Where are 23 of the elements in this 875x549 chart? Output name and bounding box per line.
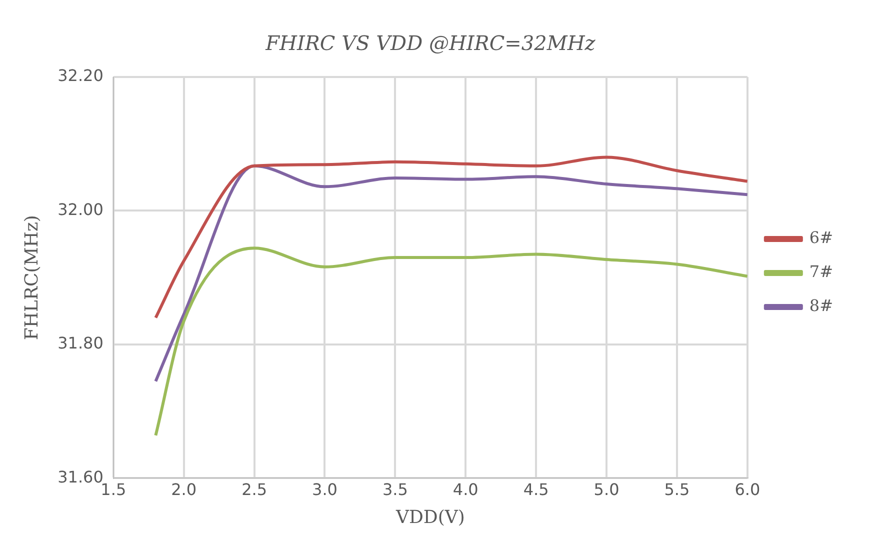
line-series <box>154 164 748 383</box>
y-tick-label: 31.60 <box>58 467 104 486</box>
x-tick-label: 4.5 <box>523 480 549 499</box>
y-tick-label: 32.20 <box>58 66 104 86</box>
x-tick-label: 2.5 <box>242 480 268 499</box>
line-series <box>154 156 748 320</box>
y-tick-label: 32.00 <box>58 200 104 219</box>
x-tick-label: 4.0 <box>452 480 478 499</box>
x-tick-label: 5.0 <box>594 480 620 499</box>
x-tick-label: 5.5 <box>664 480 690 499</box>
x-tick-label: 6.0 <box>734 480 760 499</box>
line-series <box>154 246 748 437</box>
y-axis-title: FHLRC(MHz) <box>21 215 42 340</box>
x-tick-label: 3.0 <box>312 480 338 499</box>
legend-label: 6# <box>809 228 834 248</box>
x-tick-label: 1.5 <box>100 480 126 499</box>
x-tick-label: 2.0 <box>171 480 197 499</box>
y-tick-label: 31.80 <box>58 334 104 353</box>
legend-label: 7# <box>809 262 834 282</box>
legend-label: 8# <box>809 296 834 316</box>
chart-title: FHIRC VS VDD @HIRC=32MHz <box>264 31 596 56</box>
x-axis-title: VDD(V) <box>394 506 465 528</box>
x-tick-label: 3.5 <box>382 480 408 499</box>
